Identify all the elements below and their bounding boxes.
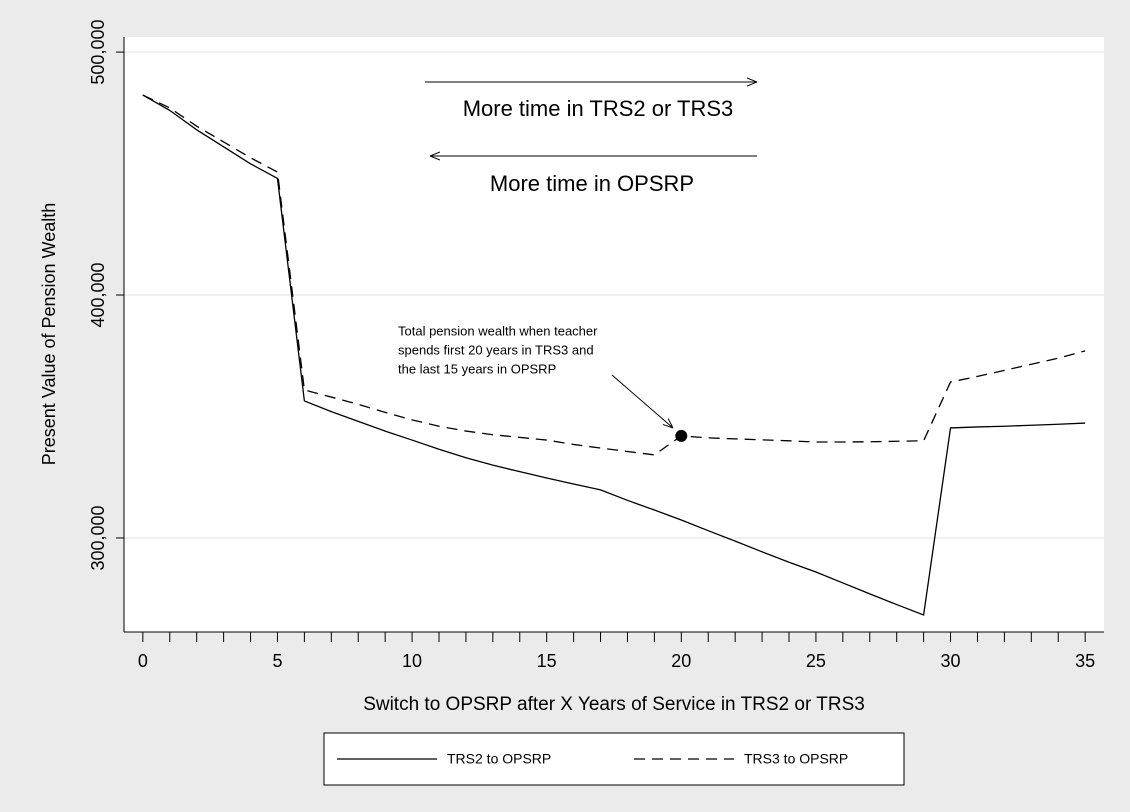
annotation-point — [675, 429, 688, 442]
x-tick-label: 5 — [272, 651, 282, 671]
y-axis-label: Present Value of Pension Wealth — [39, 203, 59, 466]
x-tick-label: 35 — [1075, 651, 1095, 671]
x-tick-label: 25 — [806, 651, 826, 671]
series-line — [142, 94, 1086, 456]
y-tick-label: 500,000 — [88, 20, 108, 85]
plot-area — [124, 37, 1104, 632]
x-tick-label: 0 — [138, 651, 148, 671]
x-tick-label: 10 — [402, 651, 422, 671]
annotation-text: the last 15 years in OPSRP — [398, 361, 556, 376]
x-axis-label: Switch to OPSRP after X Years of Service… — [363, 694, 865, 715]
x-tick-label: 15 — [537, 651, 557, 671]
legend-label: TRS3 to OPSRP — [744, 751, 848, 767]
arrow-text: More time in OPSRP — [490, 171, 694, 196]
legend-label: TRS2 to OPSRP — [447, 751, 551, 767]
annotation-text: spends first 20 years in TRS3 and — [398, 342, 594, 357]
annotation-text: Total pension wealth when teacher — [398, 323, 598, 338]
annotation-arrow — [611, 374, 673, 428]
y-tick-label: 300,000 — [88, 505, 108, 570]
x-tick-label: 30 — [941, 651, 961, 671]
arrow-text: More time in TRS2 or TRS3 — [463, 96, 734, 121]
x-tick-label: 20 — [671, 651, 691, 671]
series-line — [142, 94, 1086, 616]
grid — [124, 51, 1104, 539]
y-tick-label: 400,000 — [88, 262, 108, 327]
